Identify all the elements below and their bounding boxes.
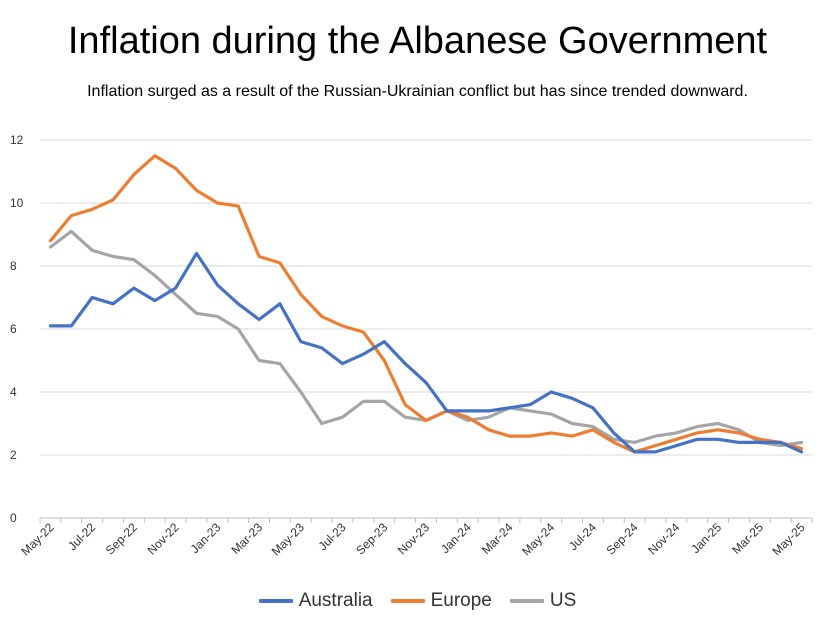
x-tick-label: Jul-23 bbox=[316, 520, 349, 553]
series-line-europe bbox=[48, 154, 804, 454]
y-tick-label: 4 bbox=[10, 385, 17, 399]
y-tick-label: 12 bbox=[10, 133, 24, 147]
legend-swatch-us bbox=[509, 599, 544, 603]
y-tick-label: 0 bbox=[10, 511, 17, 525]
x-tick-label: May-23 bbox=[269, 520, 307, 558]
legend-swatch-australia bbox=[258, 599, 293, 603]
series-line-australia bbox=[48, 251, 804, 454]
x-tick-label: Mar-25 bbox=[729, 520, 766, 557]
x-tick-label: Nov-23 bbox=[395, 520, 432, 557]
x-tick-label: Jan-25 bbox=[688, 520, 724, 556]
y-axis-ticks: 0 2 4 6 8 10 12 bbox=[10, 133, 24, 525]
x-tick-label: Jan-24 bbox=[438, 520, 474, 556]
chart-subtitle: Inflation surged as a result of the Russ… bbox=[87, 83, 748, 100]
x-tick-label: Jul-22 bbox=[65, 520, 98, 553]
y-tick-label: 8 bbox=[10, 259, 17, 273]
x-tick-label: May-25 bbox=[769, 520, 807, 558]
x-tick-label: Mar-23 bbox=[228, 520, 265, 557]
legend-label-europe: Europe bbox=[430, 590, 492, 611]
x-axis: May-22 Jul-22 Sep-22 Nov-22 Jan-23 Mar-23 May-… bbox=[18, 517, 813, 558]
x-tick-label: Sep-24 bbox=[604, 520, 641, 557]
legend-item-europe: Europe bbox=[390, 590, 492, 612]
legend-item-australia: Australia bbox=[258, 590, 373, 612]
x-tick-label: Sep-23 bbox=[353, 520, 390, 557]
x-tick-label: Jan-23 bbox=[188, 520, 224, 556]
legend-label-us: US bbox=[549, 590, 577, 611]
x-tick-label: Sep-22 bbox=[103, 520, 140, 557]
x-tick-label: May-22 bbox=[18, 520, 56, 558]
x-tick-label: Nov-22 bbox=[144, 520, 181, 557]
y-tick-label: 10 bbox=[10, 196, 24, 210]
series-line-us bbox=[48, 229, 804, 448]
legend-label-australia: Australia bbox=[298, 590, 373, 611]
x-tick-label: Nov-24 bbox=[645, 520, 682, 557]
legend-item-us: US bbox=[509, 590, 577, 612]
x-tick-label: May-24 bbox=[519, 520, 557, 558]
y-tick-label: 6 bbox=[10, 322, 17, 336]
x-tick-label: Jul-24 bbox=[566, 520, 599, 553]
legend: Australia Europe US bbox=[0, 590, 835, 612]
series-lines bbox=[48, 154, 804, 454]
y-tick-label: 2 bbox=[10, 448, 17, 462]
x-tick-label: Mar-24 bbox=[479, 520, 516, 557]
gridlines bbox=[40, 139, 812, 456]
legend-swatch-europe bbox=[390, 599, 425, 603]
chart-title: Inflation during the Albanese Government bbox=[67, 20, 768, 62]
